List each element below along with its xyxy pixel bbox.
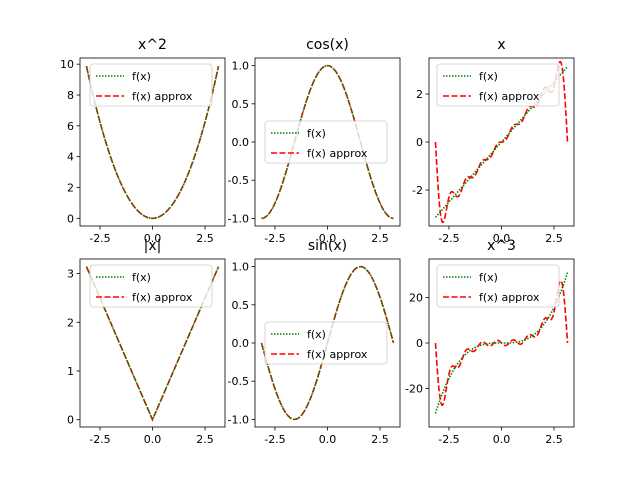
y-tick-label: 2 (67, 316, 74, 329)
y-tick-label: 4 (67, 151, 74, 164)
x-tick-label: 2.5 (371, 433, 389, 446)
x-tick-label: 0.0 (144, 433, 162, 446)
subplot-title: x^3 (487, 238, 516, 254)
series-fx-line (434, 66, 569, 218)
subplot-2: cos(x)-2.5 0.0 2.5-1.0-0.50.00.51.0f(x)f(x… (228, 37, 401, 245)
subplot-4: |x| -2.5 0.0 2.5 0 1 2 3 f(x) f(x) approx (67, 238, 226, 446)
y-tick-label: -0.5 (228, 375, 249, 388)
y-tick-label: 0 (67, 212, 74, 225)
legend-label: f(x) approx (479, 90, 540, 103)
y-tick-label: 2 (67, 181, 74, 194)
legend: f(x) f(x) approx (89, 264, 213, 308)
x-tick-label: 2.5 (545, 433, 563, 446)
legend-label: f(x) approx (307, 147, 368, 160)
x-tick-label: 0.0 (319, 232, 337, 245)
y-tick-label: 0 (67, 414, 74, 427)
x-tick-label: -2.5 (264, 232, 285, 245)
legend-label: f(x) approx (479, 291, 540, 304)
y-tick-label: 1.0 (232, 60, 250, 73)
subplot-3: x -2.5 0.0 2.5 -2 0 2 f(x) f(x) approx (412, 37, 575, 245)
legend-label: f(x) approx (132, 90, 193, 103)
subplot-title: sin(x) (308, 238, 347, 254)
y-tick-label: -1.0 (228, 212, 249, 225)
x-tick-label: 2.5 (371, 232, 389, 245)
y-tick-label: 0 (416, 337, 423, 350)
y-tick-label: 6 (67, 120, 74, 133)
legend-label: f(x) (132, 70, 151, 83)
legend-label: f(x) (479, 70, 498, 83)
legend-label: f(x) approx (132, 291, 193, 304)
y-tick-label: 1.0 (232, 261, 250, 274)
y-tick-label: 0.0 (232, 136, 250, 149)
legend-label: f(x) approx (307, 348, 368, 361)
legend: f(x) f(x) approx (264, 321, 388, 365)
series-fx-line (261, 64, 394, 220)
legend: f(x) f(x) approx (264, 120, 388, 164)
subplot-title: x^2 (138, 37, 167, 53)
x-tick-label: -2.5 (89, 232, 110, 245)
y-tick-label: 0.5 (232, 98, 250, 111)
legend-label: f(x) (307, 127, 326, 140)
x-tick-label: 0.0 (319, 433, 337, 446)
legend-box (264, 321, 388, 365)
y-tick-label: 1 (67, 365, 74, 378)
legend-label: f(x) (307, 328, 326, 341)
series-fx-line (85, 66, 220, 220)
subplot-title: x (497, 37, 505, 53)
x-tick-label: 0.0 (144, 232, 162, 245)
legend-box (436, 264, 560, 308)
y-tick-label: -2 (412, 184, 423, 197)
legend: f(x) f(x) approx (436, 264, 560, 308)
subplot-title: |x| (144, 238, 162, 254)
y-tick-label: -20 (405, 382, 423, 395)
legend-box (89, 264, 213, 308)
x-tick-label: -2.5 (438, 232, 459, 245)
x-tick-label: 2.5 (196, 232, 214, 245)
series-fx-line (260, 265, 395, 421)
subplot-6: x^3 -2.5 0.0 2.5 -20 0 20 f(x) f(x) approx (405, 238, 575, 446)
legend-box (264, 120, 388, 164)
legend-label: f(x) (479, 271, 498, 284)
legend-label: f(x) (132, 271, 151, 284)
legend-box (436, 63, 560, 107)
series-fx-line (434, 272, 569, 414)
y-tick-label: 20 (409, 292, 423, 305)
x-tick-label: -2.5 (264, 433, 285, 446)
y-tick-label: 3 (67, 268, 74, 281)
x-tick-label: -2.5 (438, 433, 459, 446)
series-approx-line (85, 266, 220, 422)
legend-box (89, 63, 213, 107)
y-tick-label: 0 (416, 136, 423, 149)
x-tick-label: 2.5 (196, 433, 214, 446)
legend: f(x) f(x) approx (436, 63, 560, 107)
x-tick-label: 2.5 (545, 232, 563, 245)
x-tick-label: 0.0 (493, 232, 511, 245)
y-tick-label: 10 (60, 58, 74, 71)
y-tick-label: 0.5 (232, 299, 250, 312)
subplot-1: x^2 -2.5 0.0 2.5 0 2 4 6 8 10 f(x) f(x) approx (60, 37, 226, 245)
x-tick-label: 0.0 (493, 433, 511, 446)
y-tick-label: 0.0 (232, 337, 250, 350)
y-tick-label: 8 (67, 89, 74, 102)
y-tick-label: -0.5 (228, 174, 249, 187)
y-tick-label: -1.0 (228, 413, 249, 426)
subplot-title: cos(x) (306, 37, 349, 53)
x-tick-label: -2.5 (89, 433, 110, 446)
y-tick-label: 2 (416, 88, 423, 101)
legend: f(x) f(x) approx (89, 63, 213, 107)
subplot-5: sin(x)-2.5 0.0 2.5-1.0-0.50.00.51.0f(x)f(x… (228, 238, 401, 446)
